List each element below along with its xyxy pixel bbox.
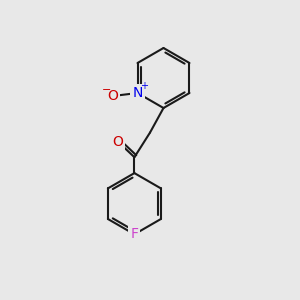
Text: −: − [102,85,111,95]
Text: O: O [107,89,118,103]
Text: F: F [130,227,138,241]
Text: O: O [112,135,123,148]
Text: N: N [132,86,143,100]
Text: +: + [140,81,148,92]
